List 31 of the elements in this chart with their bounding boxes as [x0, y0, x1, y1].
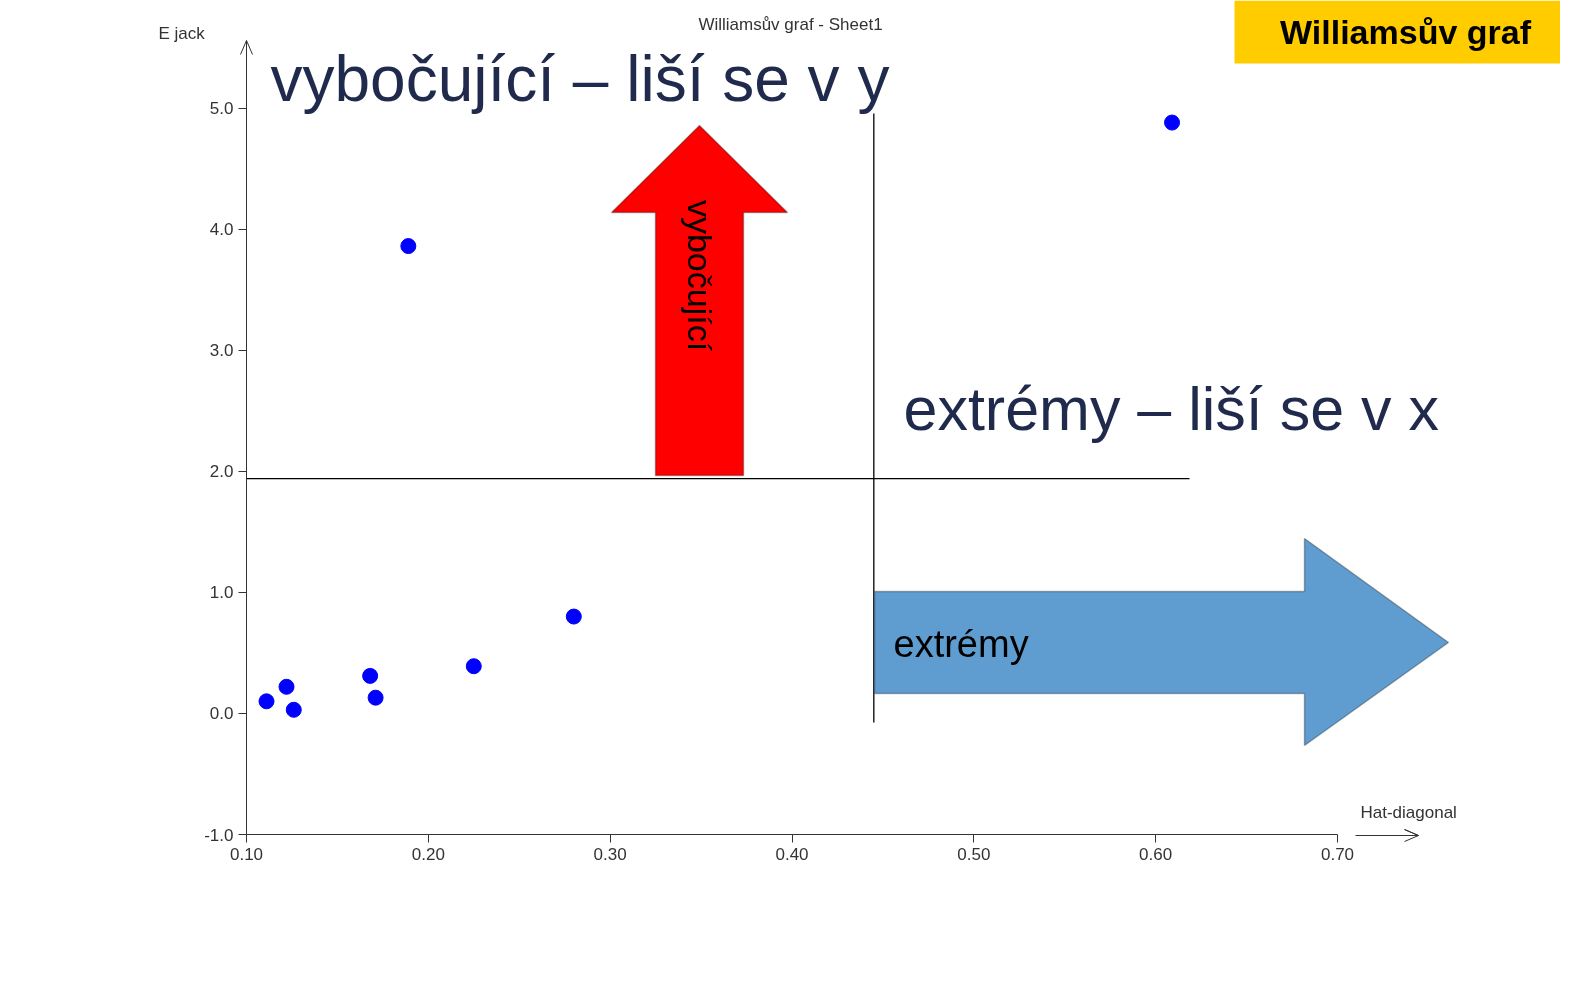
annotation: vybočující – liší se v y	[270, 42, 890, 115]
y-tick-label: 1.0	[209, 583, 234, 603]
x-tick-label: 0.50	[957, 844, 991, 864]
y-tick-label: 4.0	[209, 220, 234, 240]
chart-title: Williamsův graf - Sheet1	[698, 15, 883, 34]
point	[400, 238, 417, 255]
y-tick-label: -1.0	[204, 825, 234, 845]
x-tick-label: 0.70	[1320, 844, 1355, 864]
point	[362, 667, 379, 684]
x-tick-label: 0.30	[593, 844, 627, 864]
y-tick-label: 2.0	[209, 462, 234, 482]
point	[278, 678, 295, 695]
x-tick-label: 0.40	[775, 844, 809, 864]
point	[367, 689, 384, 706]
annotation: vybočující	[680, 199, 719, 352]
annotation: extrémy	[893, 622, 1029, 665]
annotation: Williamsův graf	[1280, 12, 1532, 51]
y-axis-title: E jack	[158, 24, 206, 43]
point	[565, 608, 582, 625]
point	[258, 693, 275, 710]
y-tick-label: 3.0	[209, 341, 234, 361]
y-tick-label: 0.0	[209, 704, 234, 724]
x-tick-label: 0.60	[1139, 844, 1173, 864]
x-tick-label: 0.20	[411, 844, 445, 864]
x-tick-label: 0.10	[229, 844, 264, 864]
y-tick-label: 5.0	[209, 99, 234, 119]
annotation: extrémy – liší se v x	[903, 374, 1440, 443]
x-axis-title: Hat-diagonal	[1360, 803, 1457, 822]
point	[1164, 114, 1181, 131]
point	[285, 701, 302, 718]
point	[465, 658, 482, 675]
